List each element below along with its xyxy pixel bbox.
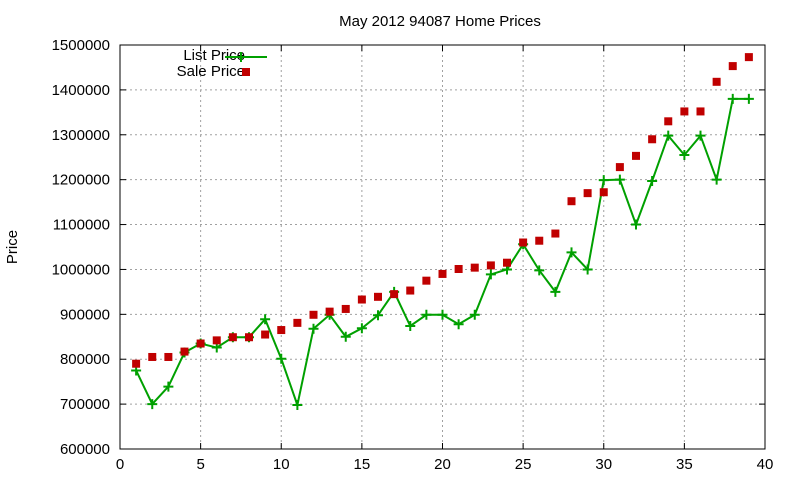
sale-price-point xyxy=(680,107,689,116)
list-price-point xyxy=(631,219,641,230)
sale-price-point xyxy=(648,135,657,144)
sale-price-point xyxy=(551,229,560,238)
list-price-point xyxy=(598,175,609,186)
list-price-point xyxy=(163,381,174,392)
list-price-point xyxy=(550,286,561,297)
list-price-point xyxy=(373,310,383,321)
axes: 0 5 10 15 20 25 30 35 40 600000 700000 800000 900000… xyxy=(52,37,774,473)
sale-price-point xyxy=(486,261,495,270)
legend: List Price Sale Price xyxy=(177,47,267,80)
sale-price-point xyxy=(728,62,737,71)
x-tick-label: 40 xyxy=(757,456,774,473)
y-tick-label: 1100000 xyxy=(53,217,110,234)
sale-price-point xyxy=(132,359,141,368)
list-price-point xyxy=(534,265,545,276)
x-tick-label: 10 xyxy=(273,456,290,473)
sale-price-point xyxy=(535,236,544,245)
y-tick-label: 700000 xyxy=(60,396,110,413)
x-tick-label: 20 xyxy=(434,456,451,473)
sale-price-point xyxy=(503,258,511,267)
list-price-point xyxy=(663,130,674,141)
chart-title: May 2012 94087 Home Prices xyxy=(339,13,541,30)
sale-price-point xyxy=(470,263,479,272)
list-price-point xyxy=(421,309,432,320)
series-sale-price xyxy=(132,53,753,368)
sale-price-point xyxy=(422,276,431,285)
sale-price-point xyxy=(696,107,705,116)
list-price-point xyxy=(276,353,287,364)
sale-price-point xyxy=(632,151,640,160)
x-tick-label: 0 xyxy=(116,456,124,473)
x-tick-label: 15 xyxy=(354,456,371,473)
list-price-point xyxy=(485,269,496,280)
sale-price-point xyxy=(744,53,753,62)
y-tick-label: 1500000 xyxy=(52,37,110,54)
y-tick-label: 600000 xyxy=(60,441,110,458)
y-tick-label: 1000000 xyxy=(52,261,110,278)
list-price-point xyxy=(340,331,351,342)
sale-price-point xyxy=(615,163,624,172)
sale-price-point xyxy=(196,339,205,348)
list-price-point xyxy=(405,321,416,332)
list-price-point xyxy=(695,130,706,141)
sale-price-point xyxy=(438,269,447,278)
list-price-point xyxy=(743,93,754,104)
list-price-point xyxy=(727,93,738,104)
sale-price-point xyxy=(293,318,302,327)
list-price-point xyxy=(308,323,319,334)
legend-label-sale-price: Sale Price xyxy=(177,63,245,80)
sale-price-point xyxy=(519,238,528,247)
sale-price-point xyxy=(212,336,221,345)
sale-price-point xyxy=(454,264,463,273)
list-price-point xyxy=(679,149,690,160)
sale-price-point xyxy=(309,310,318,319)
list-price-point xyxy=(356,323,367,334)
y-tick-label: 1400000 xyxy=(52,82,110,99)
list-price-point xyxy=(437,309,448,320)
legend-plus-marker-icon xyxy=(236,52,246,62)
sale-price-point xyxy=(712,77,721,86)
list-price-point xyxy=(647,176,658,187)
sale-price-point xyxy=(261,330,270,339)
sale-price-point xyxy=(583,189,592,198)
sale-price-point xyxy=(374,292,382,301)
sale-price-point xyxy=(664,117,673,126)
list-price-point xyxy=(566,247,577,258)
sale-price-point xyxy=(164,352,173,361)
legend-square-marker-icon xyxy=(242,68,250,76)
sale-price-point xyxy=(228,333,237,342)
list-price-point xyxy=(469,309,480,320)
legend-label-list-price: List Price xyxy=(183,47,245,64)
x-tick-label: 30 xyxy=(595,456,612,473)
x-tick-label: 5 xyxy=(196,456,204,473)
x-tick-label: 25 xyxy=(515,456,532,473)
list-price-point xyxy=(711,174,722,185)
list-price-point xyxy=(260,314,271,325)
gridlines xyxy=(120,45,765,449)
list-price-point xyxy=(292,400,303,411)
sale-price-point xyxy=(406,286,415,295)
y-tick-label: 1200000 xyxy=(52,172,110,189)
sale-price-point xyxy=(599,188,608,197)
sale-price-point xyxy=(245,333,253,342)
y-tick-label: 1300000 xyxy=(52,127,110,144)
y-tick-label: 800000 xyxy=(60,351,110,368)
sale-price-point xyxy=(341,304,350,313)
list-price-point xyxy=(582,264,593,275)
sale-price-point xyxy=(180,347,189,356)
sale-price-point xyxy=(325,307,334,316)
list-price-point xyxy=(147,399,158,410)
sale-price-point xyxy=(390,290,399,299)
list-price-point xyxy=(453,319,464,330)
y-tick-label: 900000 xyxy=(60,306,110,323)
y-axis-label: Price xyxy=(4,230,21,264)
x-tick-label: 35 xyxy=(676,456,693,473)
sale-price-point xyxy=(277,326,286,335)
sale-price-point xyxy=(357,295,366,304)
list-price-point xyxy=(614,174,625,185)
sale-price-point xyxy=(148,352,157,361)
sale-price-point xyxy=(567,197,576,206)
